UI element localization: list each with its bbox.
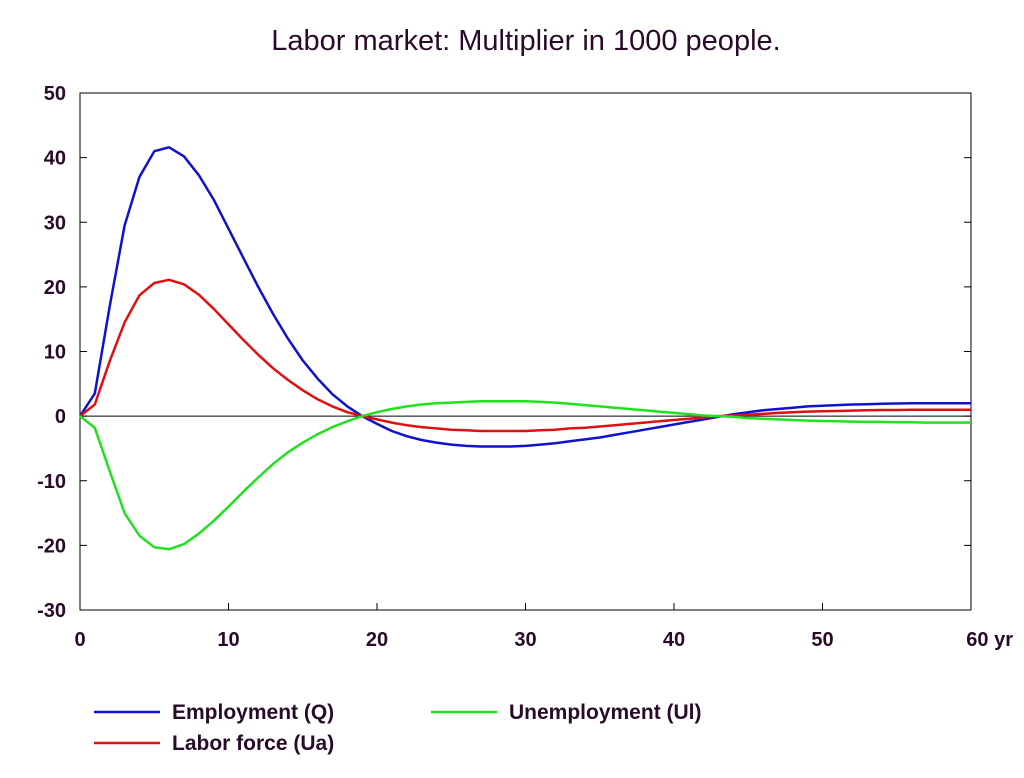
legend-item: Unemployment (Ul): [431, 701, 702, 724]
legend: Employment (Q) Labor force (Ua) Unemployme…: [94, 701, 702, 755]
plot-frame: [79, 92, 972, 611]
y-tick-label: 0: [55, 406, 66, 428]
legend-item: Employment (Q): [94, 701, 334, 724]
x-tick-label: 60 yr: [966, 629, 1013, 651]
x-tick-label: 40: [663, 629, 685, 651]
series-line-1: [78, 146, 971, 448]
y-tick-label: 50: [44, 83, 66, 105]
axis-ticks: 50 40 30 20 10 0 -10 -20 -30 0 10 20 30 40 50 60 yr: [37, 83, 1013, 651]
x-tick-label: 10: [217, 629, 239, 651]
y-tick-label: 30: [44, 212, 66, 234]
y-tick-label: 20: [44, 277, 66, 299]
y-tick-label: -10: [37, 471, 66, 493]
series-line-3: [79, 400, 971, 551]
series-line-2: [79, 278, 971, 433]
legend-item: Labor force (Ua): [94, 732, 334, 755]
legend-label: Labor force (Ua): [172, 732, 334, 755]
series-lines: [78, 146, 971, 551]
y-tick-label: 10: [44, 342, 66, 364]
legend-label: Employment (Q): [172, 701, 334, 724]
y-tick-label: -30: [37, 600, 66, 622]
x-tick-label: 0: [74, 629, 85, 651]
x-tick-label: 30: [514, 629, 536, 651]
x-tick-label: 50: [811, 629, 833, 651]
legend-label: Unemployment (Ul): [509, 701, 702, 724]
chart-title: Labor market: Multiplier in 1000 people.: [271, 25, 780, 57]
y-tick-label: 40: [44, 148, 66, 170]
x-tick-label: 20: [366, 629, 388, 651]
y-tick-label: -20: [37, 535, 66, 557]
